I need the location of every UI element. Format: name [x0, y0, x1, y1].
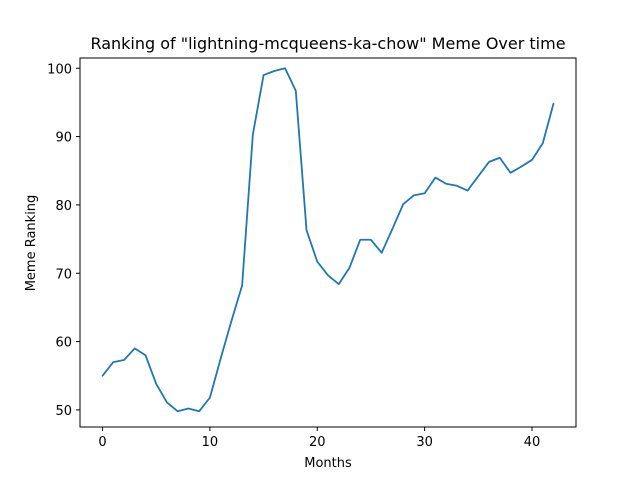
y-tick-label: 60 — [55, 336, 72, 351]
plot-area — [79, 57, 577, 428]
x-axis: 0 10 20 30 40 — [98, 427, 540, 450]
x-tick-label: 30 — [416, 435, 433, 450]
x-tick-label: 40 — [524, 435, 541, 450]
y-tick-label: 50 — [55, 404, 72, 419]
y-axis: 50 60 70 80 90 100 — [47, 62, 80, 419]
x-tick-label: 10 — [202, 435, 219, 450]
y-tick-label: 70 — [55, 267, 72, 282]
chart-title: Ranking of "lightning-mcqueens-ka-chow" … — [90, 34, 565, 53]
y-tick-label: 80 — [55, 199, 72, 214]
x-axis-label: Months — [304, 456, 352, 471]
x-tick-label: 0 — [98, 435, 106, 450]
y-axis-label: Meme Ranking — [24, 195, 39, 292]
y-tick-label: 90 — [55, 131, 72, 146]
x-tick-label: 20 — [309, 435, 326, 450]
series-layer — [101, 67, 555, 413]
plot-frame — [79, 57, 577, 428]
y-tick-label: 100 — [47, 62, 72, 77]
series-line — [101, 67, 555, 413]
